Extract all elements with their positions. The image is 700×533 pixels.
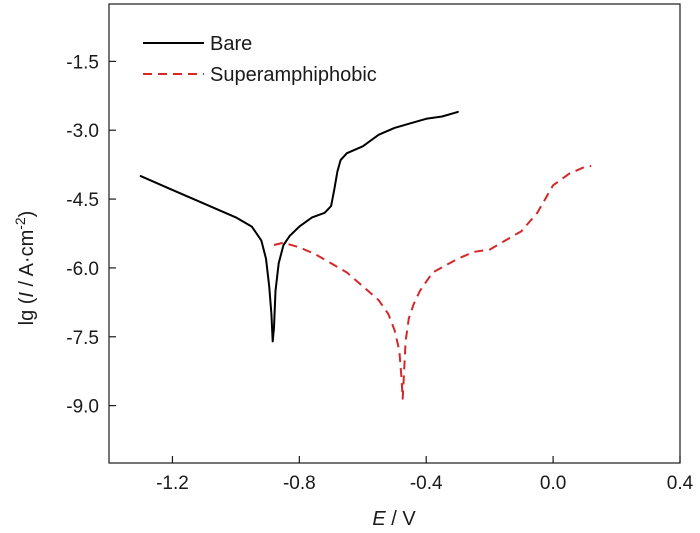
x-tick-label: 0.4 bbox=[667, 473, 694, 494]
y-axis-label-italic: I bbox=[16, 292, 38, 298]
y-axis-label-sup: -2 bbox=[12, 217, 28, 230]
series-line-superamphiphobic bbox=[273, 165, 592, 400]
series-line-bare bbox=[139, 110, 459, 343]
x-tick-label: -0.8 bbox=[283, 473, 316, 494]
legend-label-superamphiphobic: Superamphiphobic bbox=[210, 64, 377, 86]
plot-frame bbox=[108, 3, 681, 464]
y-tick-label: -4.5 bbox=[66, 190, 99, 211]
series-layer bbox=[139, 110, 592, 400]
x-tick-label: -0.4 bbox=[410, 473, 443, 494]
x-tick-label: 0.0 bbox=[540, 473, 566, 494]
x-axis-label: E / V bbox=[372, 508, 416, 530]
y-tick-label: -3.0 bbox=[66, 121, 99, 142]
y-axis: -1.5 -3.0 -4.5 -6.0 -7.5 -9.0 bbox=[66, 52, 116, 418]
y-axis-label-prefix: lg ( bbox=[16, 297, 38, 325]
legend-label-bare: Bare bbox=[210, 33, 252, 55]
x-axis-label-italic: E bbox=[372, 508, 386, 530]
legend: Bare Superamphiphobic bbox=[143, 33, 377, 86]
x-tick-label: -1.2 bbox=[156, 473, 189, 494]
x-axis: -1.2 -0.8 -0.4 0.0 0.4 bbox=[156, 456, 694, 494]
y-tick-label: -6.0 bbox=[66, 259, 99, 280]
y-tick-label: -1.5 bbox=[66, 52, 99, 73]
y-axis-label-mid: / A·cm bbox=[16, 230, 38, 292]
y-tick-label: -7.5 bbox=[66, 328, 99, 349]
y-axis-label: lg (I / A·cm-2) bbox=[12, 211, 38, 326]
x-axis-label-rest: / V bbox=[386, 508, 417, 530]
y-axis-label-suffix: ) bbox=[16, 211, 38, 218]
y-tick-label: -9.0 bbox=[66, 397, 99, 418]
